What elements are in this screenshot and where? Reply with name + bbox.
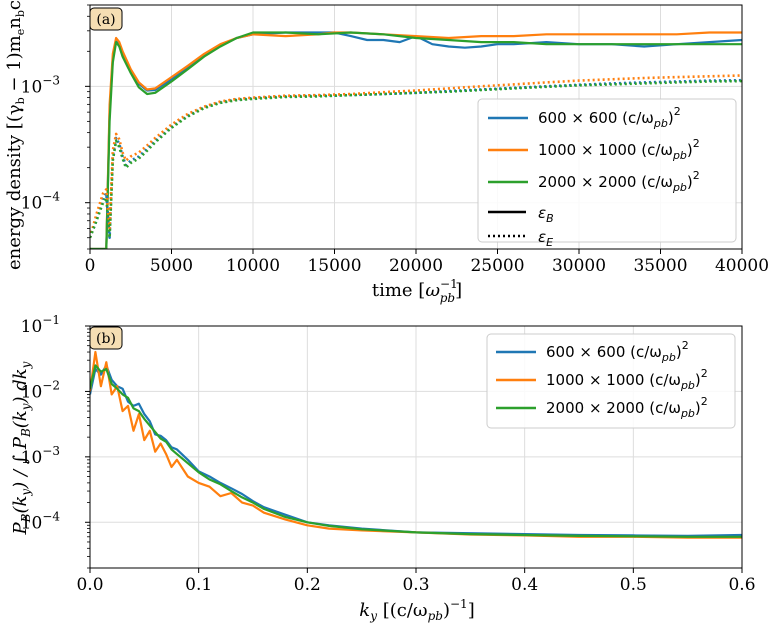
panel-a-tag: (a) [89, 7, 123, 31]
svg-text:(b): (b) [96, 331, 116, 347]
y-tick-label: 10−1 [21, 313, 60, 337]
x-tick-label: 25000 [470, 256, 524, 276]
panel-b-tag: (b) [89, 326, 123, 350]
x-tick-label: 20000 [389, 256, 443, 276]
legend-label: 600 × 600 (c/ωpb)2 [546, 339, 689, 364]
y-tick-label: 10−3 [21, 73, 60, 97]
panel-a-x-ticks: 0 5000 10000 15000 20000 25000 30000 35000 40000 [85, 249, 769, 276]
x-tick-label: 5000 [150, 256, 193, 276]
x-tick-label: 0.1 [185, 575, 212, 595]
x-tick-label: 15000 [307, 256, 361, 276]
panel-b: 0.0 0.1 0.2 0.3 0.4 0.5 0.6 10−1 10−2 10−3 10−4 k… [10, 313, 756, 623]
panel-a-series [90, 31, 742, 249]
panel-a-ylabel: energy density [(γb − 1)menbc2] [3, 0, 27, 270]
series-line-dotted [90, 79, 742, 239]
legend-style-label: εB [538, 204, 554, 225]
x-tick-label: 40000 [715, 256, 769, 276]
svg-text:(a): (a) [96, 12, 115, 28]
legend-style-label: εE [538, 228, 553, 249]
legend-label: 1000 × 1000 (c/ωpb)2 [538, 137, 700, 162]
series-line [90, 31, 742, 249]
panel-b-ylabel: PB(ky) / ∫ PB(ky) dky [10, 361, 33, 535]
series-line [90, 364, 742, 538]
y-tick-label: 10−4 [21, 509, 61, 533]
panel-b-series [90, 350, 742, 539]
x-tick-label: 0.4 [511, 575, 538, 595]
panel-a: 0 5000 10000 15000 20000 25000 30000 35000 40000… [3, 0, 769, 305]
x-tick-label: 0.0 [76, 575, 103, 595]
x-tick-label: 0.5 [620, 575, 647, 595]
panel-a-y-ticks: 10−3 10−4 [21, 4, 90, 250]
y-tick-label: 10−4 [21, 190, 61, 214]
panel-b-y-ticks: 10−1 10−2 10−3 10−4 [21, 313, 90, 569]
panel-a-xlabel: time [ω−1 pb] [372, 277, 462, 305]
y-tick-label: 10−3 [21, 444, 60, 468]
panel-b-xlabel: ky [(c/ωpb)−1] [359, 597, 474, 623]
x-tick-label: 35000 [633, 256, 687, 276]
x-tick-label: 0 [85, 256, 96, 276]
legend-label: 600 × 600 (c/ωpb)2 [538, 105, 681, 130]
x-tick-label: 0.2 [294, 575, 321, 595]
panel-a-legend: 600 × 600 (c/ωpb)2 1000 × 1000 (c/ωpb)2 20… [477, 98, 737, 249]
series-line [90, 31, 742, 249]
legend-label: 2000 × 2000 (c/ωpb)2 [538, 169, 700, 194]
x-tick-label: 0.6 [728, 575, 755, 595]
y-tick-label: 10−2 [21, 378, 60, 402]
legend-label: 2000 × 2000 (c/ωpb)2 [546, 395, 708, 420]
panel-b-legend: 600 × 600 (c/ωpb)2 1000 × 1000 (c/ωpb)2 20… [486, 333, 736, 429]
x-tick-label: 30000 [552, 256, 606, 276]
panel-b-x-ticks: 0.0 0.1 0.2 0.3 0.4 0.5 0.6 [76, 568, 756, 595]
x-tick-label: 0.3 [402, 575, 429, 595]
x-tick-label: 10000 [226, 256, 280, 276]
legend-label: 1000 × 1000 (c/ωpb)2 [546, 367, 708, 392]
